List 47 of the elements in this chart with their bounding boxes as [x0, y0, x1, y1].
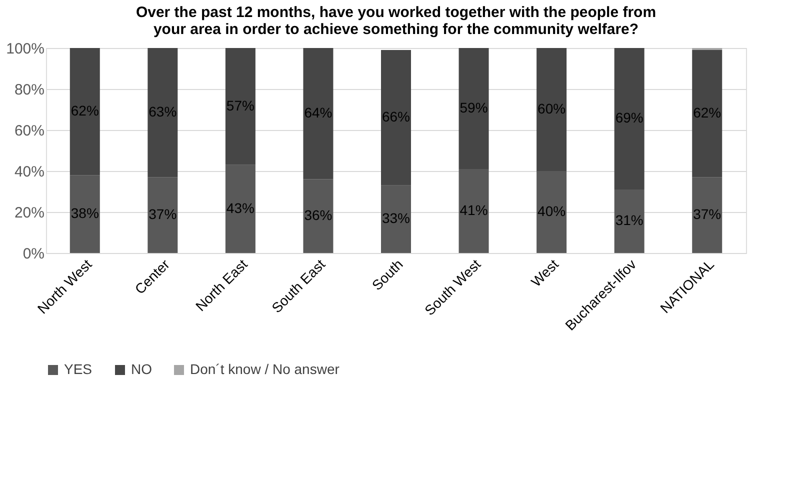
legend-label: NO [131, 361, 152, 377]
data-label: 63% [148, 104, 177, 120]
legend-label: Don´t know / No answer [190, 361, 340, 377]
y-tick-label: 0% [22, 246, 44, 262]
data-label: 38% [70, 205, 99, 222]
bar [614, 48, 644, 190]
y-tick-label: 80% [14, 82, 44, 98]
bar [458, 168, 489, 253]
bar [614, 189, 644, 253]
data-label: 60% [538, 100, 566, 116]
data-label: 66% [382, 108, 410, 125]
bar [692, 177, 722, 253]
data-label: 41% [460, 202, 488, 218]
bar [148, 177, 178, 253]
bar [148, 48, 178, 178]
bar [70, 175, 100, 253]
data-label: 37% [693, 206, 722, 222]
data-label: 31% [615, 212, 644, 228]
bar [303, 48, 334, 180]
data-label: 33% [382, 210, 410, 226]
data-label: 59% [460, 99, 488, 116]
data-label: 40% [538, 203, 566, 219]
bar [536, 48, 567, 171]
data-label: 57% [226, 97, 254, 114]
data-label: 37% [148, 206, 177, 222]
data-label: 69% [615, 110, 644, 126]
y-tick-label: 100% [6, 40, 44, 58]
bar [692, 50, 722, 178]
bar [303, 179, 334, 253]
y-tick-label: 60% [14, 122, 44, 140]
data-label: 62% [70, 102, 99, 119]
bar [381, 50, 411, 186]
y-tick-label: 20% [14, 204, 44, 222]
legend-label: YES [64, 361, 92, 377]
bar [225, 164, 256, 253]
bar [70, 48, 100, 176]
text: your area in order to achieve something for the community welfare? [153, 21, 639, 38]
text: Over the past 12 months, have you worked together with the people from [136, 4, 656, 21]
y-tick-label: 40% [14, 164, 44, 180]
bar [458, 48, 489, 169]
bar [381, 185, 411, 253]
data-label: 36% [304, 207, 332, 224]
data-label: 43% [226, 200, 254, 216]
data-label: 62% [693, 104, 722, 121]
data-label: 64% [304, 104, 332, 121]
bar [225, 48, 256, 165]
bar [536, 171, 567, 253]
